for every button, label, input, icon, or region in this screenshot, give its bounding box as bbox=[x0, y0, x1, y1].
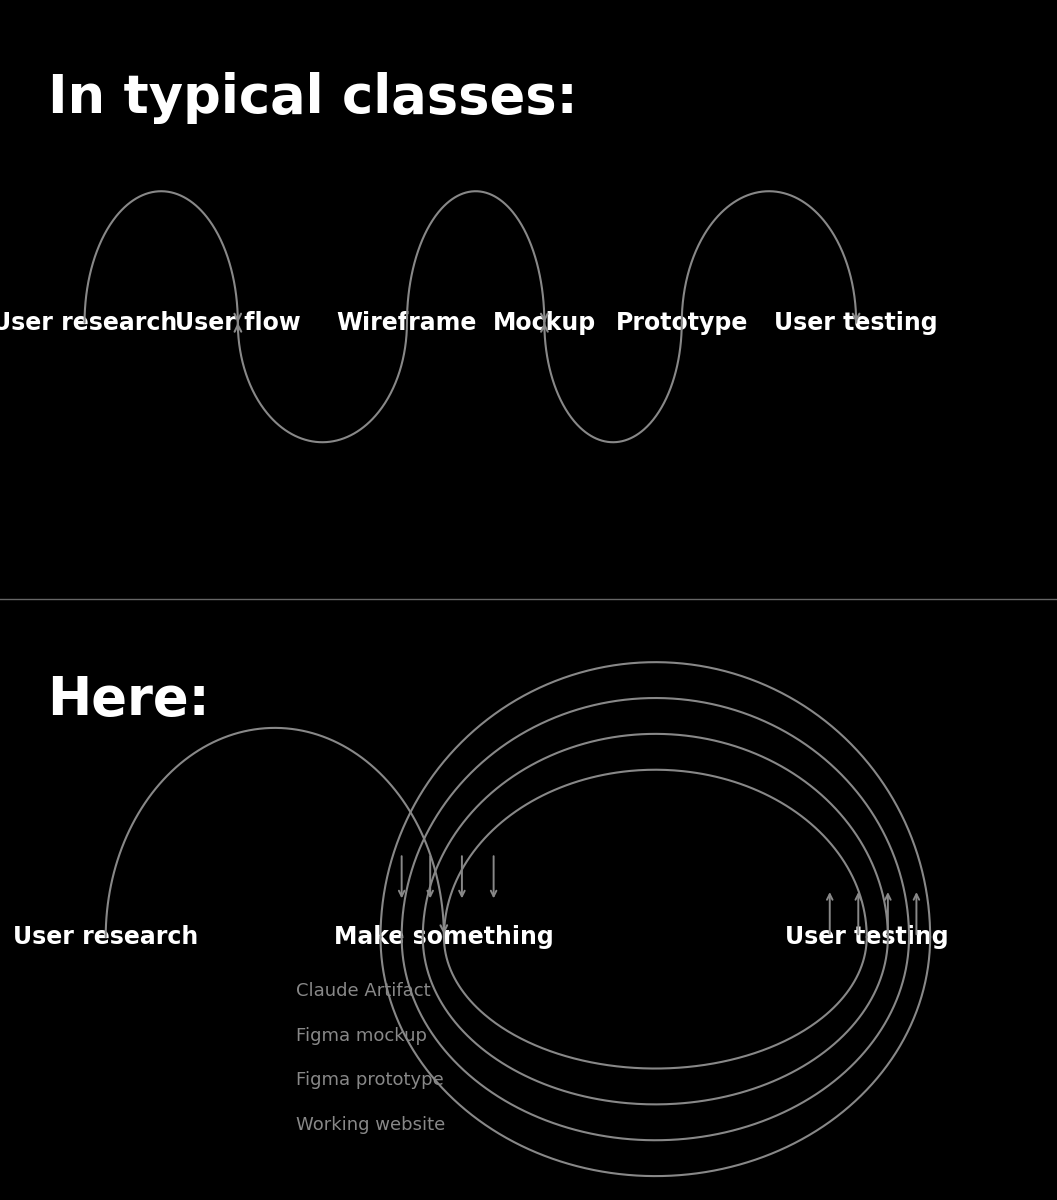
Text: Working website: Working website bbox=[296, 1116, 445, 1134]
Text: User research: User research bbox=[0, 311, 178, 335]
Text: User testing: User testing bbox=[775, 311, 938, 335]
Text: Here:: Here: bbox=[48, 674, 210, 726]
Text: In typical classes:: In typical classes: bbox=[48, 72, 577, 124]
Text: User testing: User testing bbox=[785, 925, 948, 949]
Text: Figma prototype: Figma prototype bbox=[296, 1072, 444, 1090]
Text: User flow: User flow bbox=[175, 311, 300, 335]
Text: Mockup: Mockup bbox=[493, 311, 596, 335]
Text: Wireframe: Wireframe bbox=[337, 311, 477, 335]
Text: Make something: Make something bbox=[334, 925, 554, 949]
Text: Figma mockup: Figma mockup bbox=[296, 1027, 427, 1045]
Text: Prototype: Prototype bbox=[615, 311, 748, 335]
Text: Claude Artifact: Claude Artifact bbox=[296, 982, 430, 1000]
Text: User research: User research bbox=[13, 925, 199, 949]
